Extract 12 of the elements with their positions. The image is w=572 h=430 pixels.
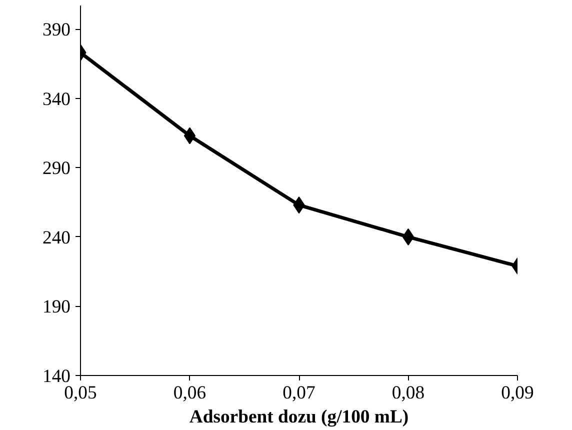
y-tick-label: 340 xyxy=(42,88,70,110)
y-tick-label: 240 xyxy=(42,227,70,248)
x-tick-label: 0,06 xyxy=(173,382,206,404)
y-tick-label: 190 xyxy=(42,296,70,318)
y-tick-label: 290 xyxy=(42,158,70,180)
x-axis-title: Adsorbent dozu (g/100 mL) xyxy=(189,406,409,428)
y-tick-label: 390 xyxy=(42,20,70,41)
x-tick-label: 0,08 xyxy=(392,382,425,404)
x-tick-label: 0,07 xyxy=(282,382,316,404)
point xyxy=(184,127,196,144)
point xyxy=(402,228,414,246)
x-tick-label: 0,09 xyxy=(501,382,534,404)
